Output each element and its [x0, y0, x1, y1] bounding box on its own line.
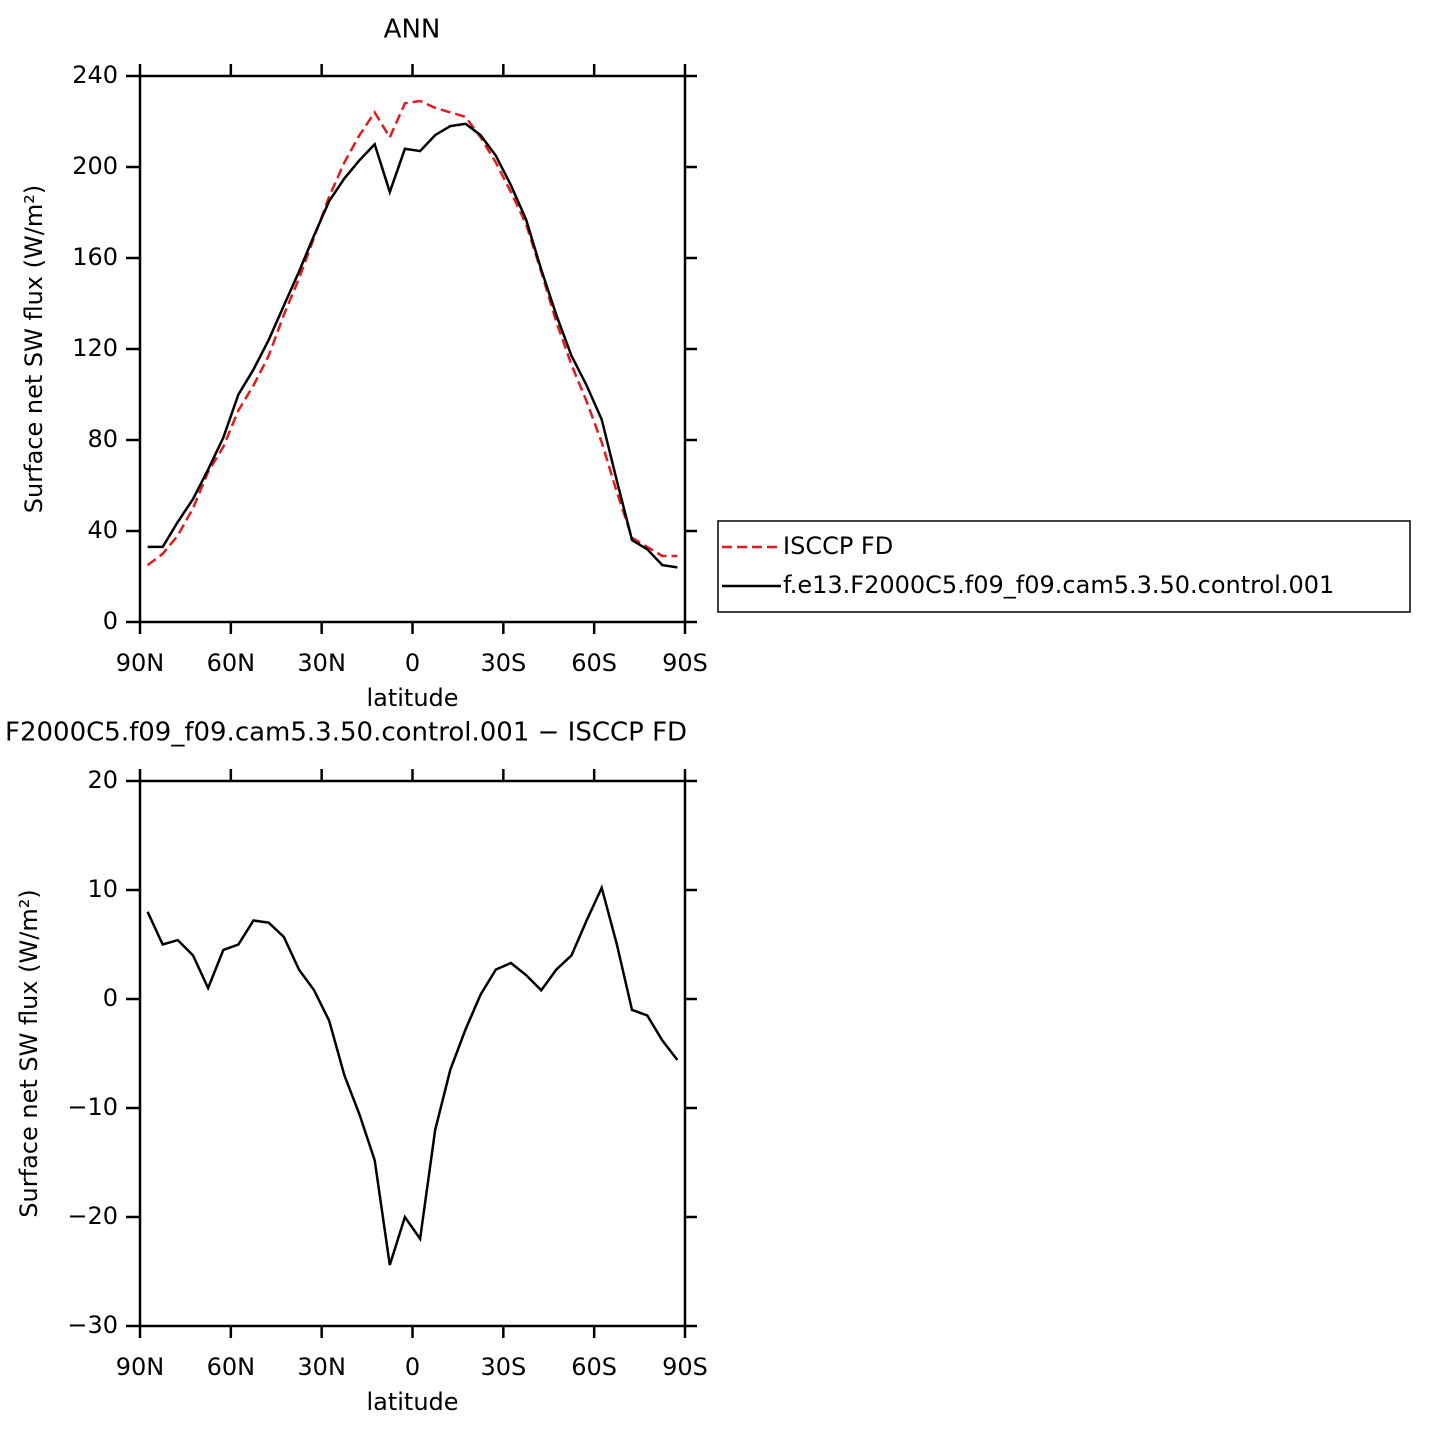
x-tick-label: 90S	[662, 649, 708, 677]
legend-label: ISCCP FD	[783, 532, 893, 560]
x-tick-label: 60S	[571, 649, 617, 677]
x-axis-label: latitude	[366, 1388, 458, 1416]
y-tick-label: 120	[72, 334, 118, 362]
y-tick-label: 240	[72, 61, 118, 89]
y-tick-label: 20	[87, 766, 118, 794]
x-tick-label: 30N	[297, 649, 346, 677]
x-axis-label: latitude	[366, 684, 458, 712]
chart-title: ANN	[384, 15, 441, 45]
legend-label: f.e13.F2000C5.f09_f09.cam5.3.50.control.…	[783, 571, 1334, 599]
x-tick-label: 30S	[480, 649, 526, 677]
x-tick-label: 0	[405, 1353, 420, 1381]
y-tick-label: 10	[87, 875, 118, 903]
x-tick-label: 90N	[116, 649, 165, 677]
y-tick-label: 0	[103, 607, 118, 635]
data-line	[147, 122, 678, 569]
y-axis-label: Surface net SW flux (W/m²)	[20, 185, 48, 513]
y-tick-label: 40	[87, 516, 118, 544]
y-tick-label: −20	[67, 1202, 118, 1230]
data-line	[146, 884, 679, 1266]
legend-box	[717, 520, 1411, 613]
y-tick-label: −10	[67, 1093, 118, 1121]
x-tick-label: 60N	[207, 649, 256, 677]
y-axis-label: Surface net SW flux (W/m²)	[15, 889, 43, 1217]
x-tick-label: 30N	[297, 1353, 346, 1381]
y-tick-label: 200	[72, 152, 118, 180]
x-tick-label: 30S	[480, 1353, 526, 1381]
x-tick-label: 0	[405, 649, 420, 677]
chart-title: F2000C5.f09_f09.cam5.3.50.control.001 − …	[5, 718, 687, 748]
y-tick-label: 0	[103, 984, 118, 1012]
plot-frame	[138, 779, 687, 1328]
data-line	[146, 99, 678, 567]
x-tick-label: 60S	[571, 1353, 617, 1381]
x-tick-label: 90N	[116, 1353, 165, 1381]
y-tick-label: 160	[72, 243, 118, 271]
y-tick-label: −30	[67, 1311, 118, 1339]
y-tick-label: 80	[87, 425, 118, 453]
x-tick-label: 60N	[207, 1353, 256, 1381]
x-tick-label: 90S	[662, 1353, 708, 1381]
plot-frame	[138, 74, 687, 624]
